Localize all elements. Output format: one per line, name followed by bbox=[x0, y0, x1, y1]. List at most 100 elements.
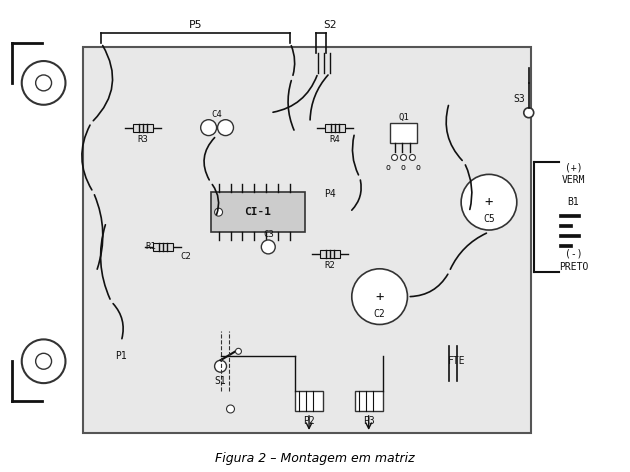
Circle shape bbox=[269, 197, 272, 199]
Circle shape bbox=[425, 376, 427, 378]
Circle shape bbox=[246, 340, 248, 342]
Circle shape bbox=[401, 340, 403, 342]
Circle shape bbox=[317, 137, 319, 140]
Circle shape bbox=[257, 304, 260, 307]
Circle shape bbox=[174, 400, 176, 402]
Circle shape bbox=[174, 340, 176, 342]
Circle shape bbox=[341, 329, 343, 330]
Circle shape bbox=[210, 185, 212, 187]
Circle shape bbox=[293, 126, 295, 127]
Circle shape bbox=[174, 173, 176, 176]
Circle shape bbox=[377, 340, 379, 342]
Circle shape bbox=[162, 329, 164, 330]
Circle shape bbox=[269, 66, 272, 68]
Circle shape bbox=[269, 388, 272, 390]
Circle shape bbox=[377, 197, 379, 199]
Circle shape bbox=[186, 90, 188, 92]
Circle shape bbox=[389, 329, 391, 330]
Circle shape bbox=[281, 197, 284, 199]
Circle shape bbox=[293, 304, 295, 307]
Circle shape bbox=[198, 257, 200, 259]
Circle shape bbox=[365, 197, 367, 199]
Circle shape bbox=[520, 221, 522, 223]
Circle shape bbox=[281, 185, 284, 187]
Bar bbox=[389, 123, 418, 143]
Circle shape bbox=[126, 197, 128, 199]
Circle shape bbox=[413, 173, 415, 176]
Circle shape bbox=[234, 400, 236, 402]
Circle shape bbox=[186, 185, 188, 187]
Circle shape bbox=[305, 424, 307, 426]
Circle shape bbox=[425, 293, 427, 295]
Circle shape bbox=[329, 221, 331, 223]
Circle shape bbox=[102, 424, 104, 426]
Circle shape bbox=[150, 340, 152, 342]
Circle shape bbox=[448, 400, 450, 402]
Circle shape bbox=[210, 161, 212, 163]
Circle shape bbox=[234, 412, 236, 414]
Circle shape bbox=[138, 364, 140, 366]
Circle shape bbox=[150, 317, 152, 319]
Circle shape bbox=[293, 281, 295, 283]
Circle shape bbox=[353, 340, 355, 342]
Circle shape bbox=[425, 329, 427, 330]
Circle shape bbox=[269, 281, 272, 283]
Circle shape bbox=[186, 54, 188, 56]
Circle shape bbox=[269, 269, 272, 271]
Circle shape bbox=[186, 209, 188, 211]
Circle shape bbox=[437, 90, 438, 92]
Circle shape bbox=[114, 245, 116, 247]
Circle shape bbox=[425, 137, 427, 140]
Circle shape bbox=[293, 78, 295, 80]
Circle shape bbox=[246, 304, 248, 307]
Circle shape bbox=[138, 221, 140, 223]
Circle shape bbox=[234, 102, 236, 104]
Circle shape bbox=[186, 161, 188, 163]
Circle shape bbox=[150, 66, 152, 68]
Circle shape bbox=[246, 137, 248, 140]
Circle shape bbox=[317, 66, 319, 68]
Circle shape bbox=[174, 185, 176, 187]
Circle shape bbox=[210, 78, 212, 80]
Circle shape bbox=[472, 90, 474, 92]
Circle shape bbox=[425, 412, 427, 414]
Circle shape bbox=[437, 412, 438, 414]
Circle shape bbox=[114, 352, 116, 354]
Bar bbox=[210, 192, 305, 232]
Circle shape bbox=[90, 400, 93, 402]
Circle shape bbox=[138, 126, 140, 127]
Circle shape bbox=[293, 245, 295, 247]
Text: VERM: VERM bbox=[562, 175, 585, 185]
Circle shape bbox=[377, 317, 379, 319]
Circle shape bbox=[36, 354, 52, 369]
Circle shape bbox=[377, 137, 379, 140]
Circle shape bbox=[317, 78, 319, 80]
Circle shape bbox=[425, 304, 427, 307]
Circle shape bbox=[150, 352, 152, 354]
Circle shape bbox=[174, 66, 176, 68]
Circle shape bbox=[102, 78, 104, 80]
Circle shape bbox=[186, 257, 188, 259]
Circle shape bbox=[162, 185, 164, 187]
Circle shape bbox=[293, 257, 295, 259]
Circle shape bbox=[162, 150, 164, 152]
Circle shape bbox=[90, 54, 93, 56]
Circle shape bbox=[210, 66, 212, 68]
Circle shape bbox=[114, 185, 116, 187]
Circle shape bbox=[102, 364, 104, 366]
Circle shape bbox=[269, 340, 272, 342]
Circle shape bbox=[508, 388, 510, 390]
Circle shape bbox=[377, 150, 379, 152]
Circle shape bbox=[520, 161, 522, 163]
Bar bbox=[559, 214, 580, 217]
Circle shape bbox=[269, 161, 272, 163]
Circle shape bbox=[448, 412, 450, 414]
Circle shape bbox=[293, 150, 295, 152]
Circle shape bbox=[401, 66, 403, 68]
Circle shape bbox=[90, 90, 93, 92]
Circle shape bbox=[222, 173, 224, 176]
Circle shape bbox=[413, 137, 415, 140]
Circle shape bbox=[460, 329, 462, 330]
Circle shape bbox=[341, 126, 343, 127]
Circle shape bbox=[222, 233, 224, 235]
